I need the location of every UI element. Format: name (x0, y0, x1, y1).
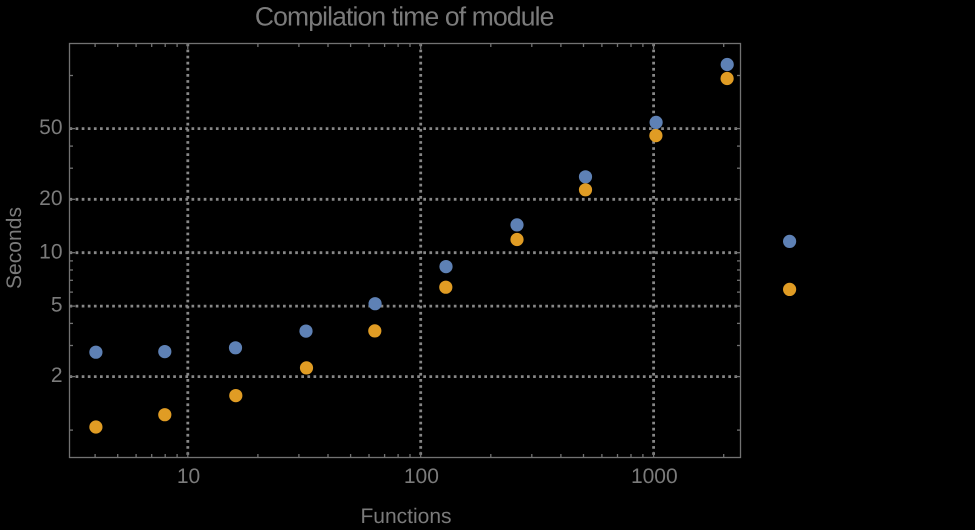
svg-text:10: 10 (177, 465, 200, 488)
svg-text:1000: 1000 (631, 465, 678, 488)
svg-text:20: 20 (39, 187, 62, 210)
svg-text:50: 50 (39, 116, 62, 139)
svg-text:Functions: Functions (360, 505, 451, 525)
svg-text:100: 100 (404, 465, 439, 488)
svg-text:Compilation time of module: Compilation time of module (255, 2, 554, 32)
svg-text:2: 2 (51, 364, 63, 387)
svg-text:5: 5 (51, 294, 63, 317)
svg-text:Seconds: Seconds (3, 207, 26, 289)
svg-text:10: 10 (39, 240, 62, 263)
